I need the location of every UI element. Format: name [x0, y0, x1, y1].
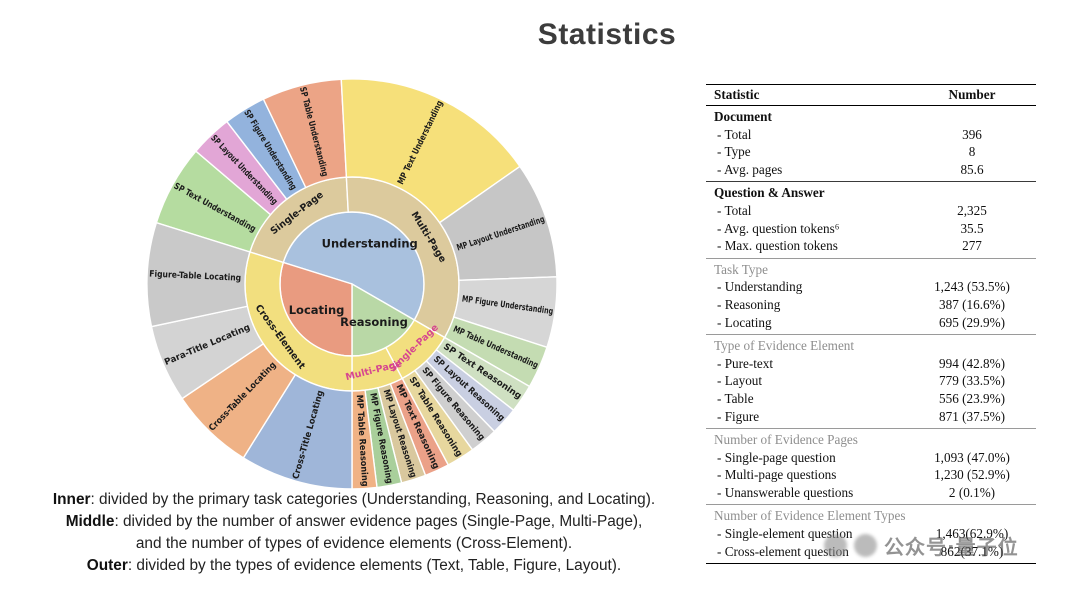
table-row-label: - Avg. question tokens⁶ [717, 220, 840, 236]
table-row-value: 35.5 [960, 220, 984, 236]
table-row: - Layout 779 (33.5%) [706, 372, 1036, 390]
table-row: - Total 2,325 [706, 202, 1036, 220]
table-section: Number of Evidence Pages - Single-page qu… [706, 428, 1036, 504]
sunburst-segment-mp-text-understanding [340, 78, 521, 224]
table-row-label: - Total [717, 202, 752, 218]
table-row-label: - Max. question tokens [717, 238, 838, 254]
table-row-label: - Cross-element question [717, 543, 849, 559]
sunburst-label-locating: Locating [289, 303, 345, 317]
table-row: - Avg. pages 85.6 [706, 161, 1036, 179]
table-row-label: - Figure [717, 408, 760, 424]
table-row-label: - Layout [717, 373, 763, 389]
table-row-value: 862(37.1%) [940, 543, 1004, 559]
table-row: - Single-element question 1,463(62.9%) [706, 525, 1036, 543]
table-section: Number of Evidence Element Types - Single… [706, 504, 1036, 563]
table-row-label: - Table [717, 390, 754, 406]
table-row: - Avg. question tokens⁶ 35.5 [706, 220, 1036, 238]
table-row-value: 8 [968, 144, 976, 160]
table-row: - Unanswerable questions 2 (0.1%) [706, 484, 1036, 502]
sunburst-chart: UnderstandingReasoningLocatingSingle-Pag… [146, 78, 558, 490]
table-row-label: - Multi-page questions [717, 467, 837, 483]
table-header-number: Number [948, 87, 996, 102]
table-row: - Type 8 [706, 143, 1036, 161]
table-row-value: 779 (33.5%) [939, 373, 1005, 389]
table-row-value: 994 (42.8%) [939, 355, 1005, 371]
caption-line: Middle: divided by the number of answer … [65, 513, 643, 530]
table-row: - Figure 871 (37.5%) [706, 408, 1036, 426]
table-row: - Table 556 (23.9%) [706, 390, 1036, 408]
table-row-value: 396 [962, 126, 982, 142]
table-row-value: 1,243 (53.5%) [934, 279, 1010, 295]
table-row-label: - Pure-text [717, 355, 774, 371]
table-row: - Multi-page questions 1,230 (52.9%) [706, 466, 1036, 484]
table-header-statistic: Statistic [714, 87, 760, 102]
table-row-label: - Total [717, 126, 752, 142]
table-section-title: Task Type [714, 261, 768, 277]
table-row: - Reasoning 387 (16.6%) [706, 296, 1036, 314]
table-row: - Understanding 1,243 (53.5%) [706, 278, 1036, 296]
table-section: Task Type - Understanding 1,243 (53.5%) - R… [706, 257, 1036, 334]
stats-table-body: Document - Total 396 - Type 8 - Avg. pages 85.… [706, 106, 1036, 563]
table-row-value: 1,463(62.9%) [935, 526, 1009, 542]
table-section: Type of Evidence Element - Pure-text 994 (… [706, 334, 1036, 428]
sunburst-label-understanding: Understanding [322, 237, 418, 251]
sunburst-label-reasoning: Reasoning [340, 315, 408, 329]
table-section: Document - Total 396 - Type 8 - Avg. pages 85.… [706, 106, 1036, 181]
sunburst-label-figure-table-locating: Figure-Table Locating [149, 269, 241, 283]
table-row: - Locating 695 (29.9%) [706, 314, 1036, 332]
table-row: - Single-page question 1,093 (47.0%) [706, 449, 1036, 467]
table-section-title: Question & Answer [714, 185, 825, 201]
table-section-title: Number of Evidence Element Types [714, 508, 906, 524]
table-row-value: 871 (37.5%) [939, 408, 1005, 424]
table-row: - Pure-text 994 (42.8%) [706, 355, 1036, 373]
table-row-label: - Reasoning [717, 296, 781, 312]
table-row-value: 2,325 [957, 202, 987, 218]
table-row-value: 556 (23.9%) [939, 390, 1005, 406]
table-row: - Max. question tokens 277 [706, 237, 1036, 255]
table-row-value: 2 (0.1%) [948, 484, 996, 500]
table-section-title: Document [714, 109, 772, 124]
page-title: Statistics [537, 18, 677, 51]
table-header-row: Statistic Number [706, 84, 1036, 106]
table-row-label: - Understanding [717, 279, 803, 295]
table-row-value: 1,093 (47.0%) [934, 449, 1010, 465]
table-section-title: Type of Evidence Element [714, 338, 855, 354]
table-row-value: 85.6 [960, 161, 984, 177]
table-row-value: 277 [962, 238, 982, 254]
table-section: Question & Answer - Total 2,325 - Avg. ques… [706, 181, 1036, 257]
table-row-label: - Type [717, 144, 751, 160]
table-row-label: - Avg. pages [717, 161, 783, 177]
table-section-title: Number of Evidence Pages [714, 432, 858, 448]
sunburst-segment-figure-table-locating [146, 221, 251, 328]
table-row-label: - Unanswerable questions [717, 484, 854, 500]
table-row: - Total 396 [706, 126, 1036, 144]
table-row-value: 387 (16.6%) [939, 296, 1005, 312]
caption-line: and the number of types of evidence elem… [135, 535, 573, 552]
caption-line: Outer: divided by the types of evidence … [86, 557, 622, 574]
table-row-value: 695 (29.9%) [939, 314, 1005, 330]
table-row: - Cross-element question 862(37.1%) [706, 543, 1036, 561]
caption-line: Inner: divided by the primary task categ… [52, 491, 656, 508]
chart-caption: Inner: divided by the primary task categ… [4, 489, 704, 577]
table-row-label: - Single-page question [717, 449, 836, 465]
table-row-label: - Single-element question [717, 526, 853, 542]
table-row-value: 1,230 (52.9%) [934, 467, 1010, 483]
statistics-table: Statistic Number Document - Total 396- Typ… [706, 84, 1036, 565]
table-row-label: - Locating [717, 314, 772, 330]
